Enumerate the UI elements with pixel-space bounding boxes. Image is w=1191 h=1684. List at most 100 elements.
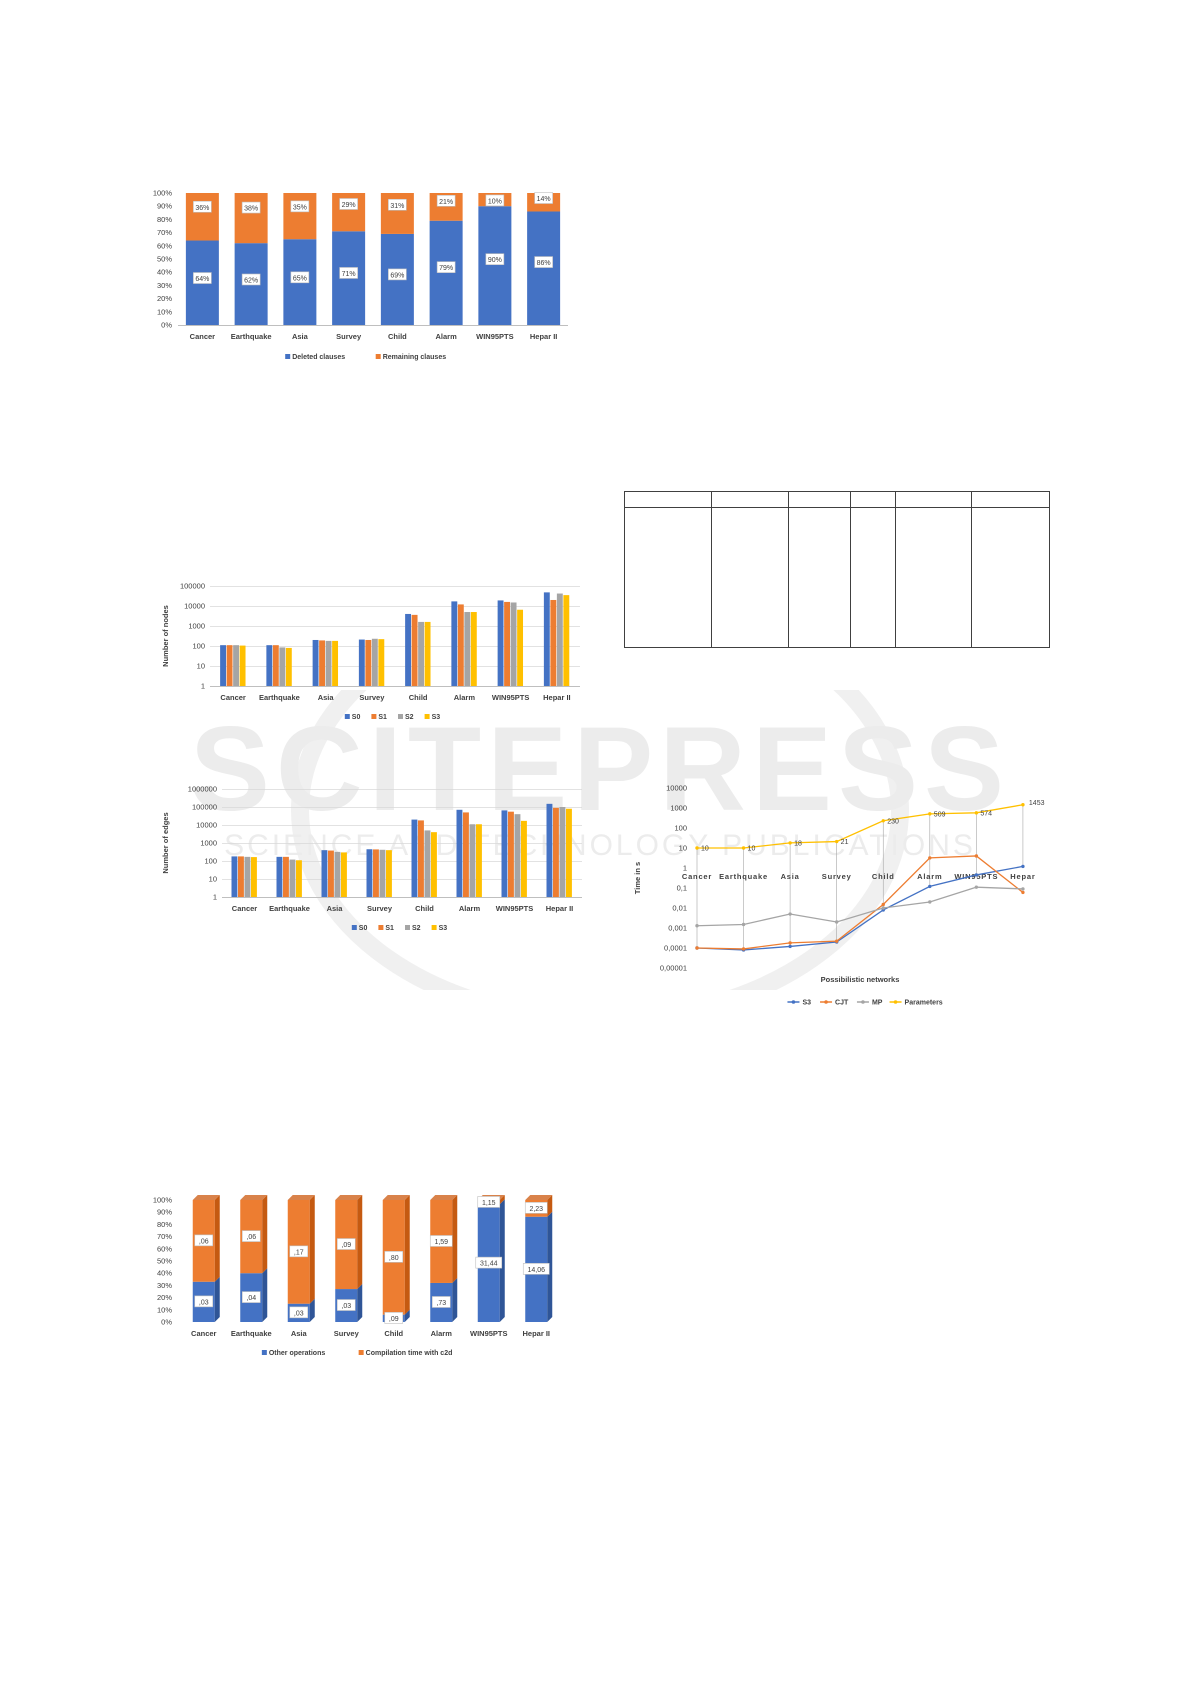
bar (469, 824, 476, 897)
bar (470, 612, 477, 686)
bar (272, 645, 279, 686)
data-point (928, 900, 932, 904)
bar (464, 612, 471, 686)
bar (411, 819, 418, 897)
legend-label: S0 (352, 714, 361, 721)
x-tick-label: Child (409, 693, 428, 702)
legend-marker (861, 1000, 865, 1004)
time-chart-panel: 0,00001 0,0001 0,001 0,01 0,1 1 10 100 1000 10000… (620, 780, 1060, 1025)
bar-top (287, 1195, 315, 1200)
y-tick-label: 1000 (200, 839, 217, 848)
x-tick-label: Asia (781, 872, 800, 881)
bar-side (214, 1276, 220, 1322)
bar (312, 639, 319, 686)
data-label-box (388, 268, 407, 281)
data-point (788, 912, 792, 916)
data-label: 29% (342, 202, 356, 209)
data-point (1021, 864, 1025, 869)
bar-side (214, 1195, 220, 1282)
bar (371, 638, 378, 686)
data-point (788, 941, 792, 945)
data-point (1021, 803, 1025, 807)
data-label-box (485, 194, 505, 207)
y-tick-label: 60% (157, 1244, 172, 1253)
bar (553, 807, 559, 897)
x-tick-label: Cancer (682, 872, 712, 881)
y-tick-label: 70% (157, 228, 172, 237)
series-line (696, 855, 1024, 950)
x-tick-label: Asia (318, 693, 335, 702)
bar (411, 614, 418, 686)
data-label: 10 (748, 846, 756, 853)
bar-side (452, 1277, 458, 1322)
data-label-box (431, 1296, 451, 1308)
data-label: ,03 (341, 1303, 351, 1310)
y-tick-label: 1 (213, 893, 217, 902)
data-point (788, 944, 792, 949)
y-tick-label: 10% (157, 1305, 172, 1314)
bar-segment (234, 193, 268, 244)
bar (508, 811, 514, 897)
y-tick-label: 0,00001 (660, 964, 687, 973)
legend-label: Deleted clauses (292, 354, 345, 361)
data-point (974, 854, 979, 858)
x-tick-label: Child (872, 872, 895, 881)
edges-chart-panel: 1 10 100 1000 10000 100000 1000000 Number of ed… (150, 785, 590, 950)
x-tick-label: Alarm (431, 1329, 453, 1338)
legend-marker (824, 1000, 828, 1004)
bar (276, 856, 283, 897)
legend-label: Compilation time with c2d (366, 1350, 453, 1357)
bar (418, 820, 424, 897)
data-label-box (475, 1256, 503, 1269)
bar-side (262, 1195, 268, 1274)
y-tick-label: 100 (204, 857, 217, 866)
y-tick-label: 50% (157, 255, 172, 264)
bar (373, 849, 379, 897)
data-point (788, 841, 792, 845)
data-label-box (388, 198, 407, 211)
legend-swatch (424, 714, 430, 719)
y-tick-label: 10000 (666, 784, 687, 793)
data-label-box (290, 271, 310, 284)
data-point (1021, 890, 1025, 895)
data-label: 14% (537, 196, 551, 203)
data-label: ,06 (246, 1234, 256, 1241)
data-label: 14,06 (527, 1267, 545, 1274)
data-label: ,17 (294, 1249, 304, 1256)
y-tick-label: 1 (683, 864, 687, 873)
data-label-box (436, 195, 456, 207)
bar (238, 856, 244, 897)
series-line (696, 886, 1023, 927)
data-label-box (429, 1235, 453, 1247)
bar (239, 645, 246, 686)
data-label: 21% (439, 199, 453, 206)
data-label-box (384, 1251, 404, 1263)
data-label: ,04 (246, 1295, 256, 1302)
x-tick-label: Cancer (232, 904, 258, 913)
legend-swatch (405, 925, 410, 930)
legend-label: S1 (385, 925, 394, 932)
y-tick-label: 100% (153, 190, 173, 198)
x-tick-label: Hepar II (543, 693, 571, 702)
bar (424, 830, 431, 897)
data-point (695, 924, 699, 928)
y-tick-label: 100 (192, 642, 205, 651)
data-label: 65% (293, 275, 307, 282)
data-label-box (534, 256, 553, 268)
legend-swatch (378, 925, 384, 930)
bar (424, 621, 431, 686)
bar-side (309, 1298, 315, 1322)
x-tick-label: WIN95PTS (470, 1329, 508, 1338)
bar (504, 601, 511, 686)
y-tick-label: 80% (157, 1220, 172, 1229)
y-tick-label: 50% (157, 1257, 172, 1266)
bar-segment (478, 206, 512, 325)
bar-side (499, 1195, 505, 1205)
bar (514, 814, 521, 897)
bar-segment (527, 211, 561, 325)
y-axis-title: Number of nodes (161, 605, 170, 667)
y-tick-label: 100000 (180, 582, 205, 591)
bar (431, 832, 437, 897)
bar (283, 856, 289, 897)
data-label: 10 (701, 846, 709, 853)
